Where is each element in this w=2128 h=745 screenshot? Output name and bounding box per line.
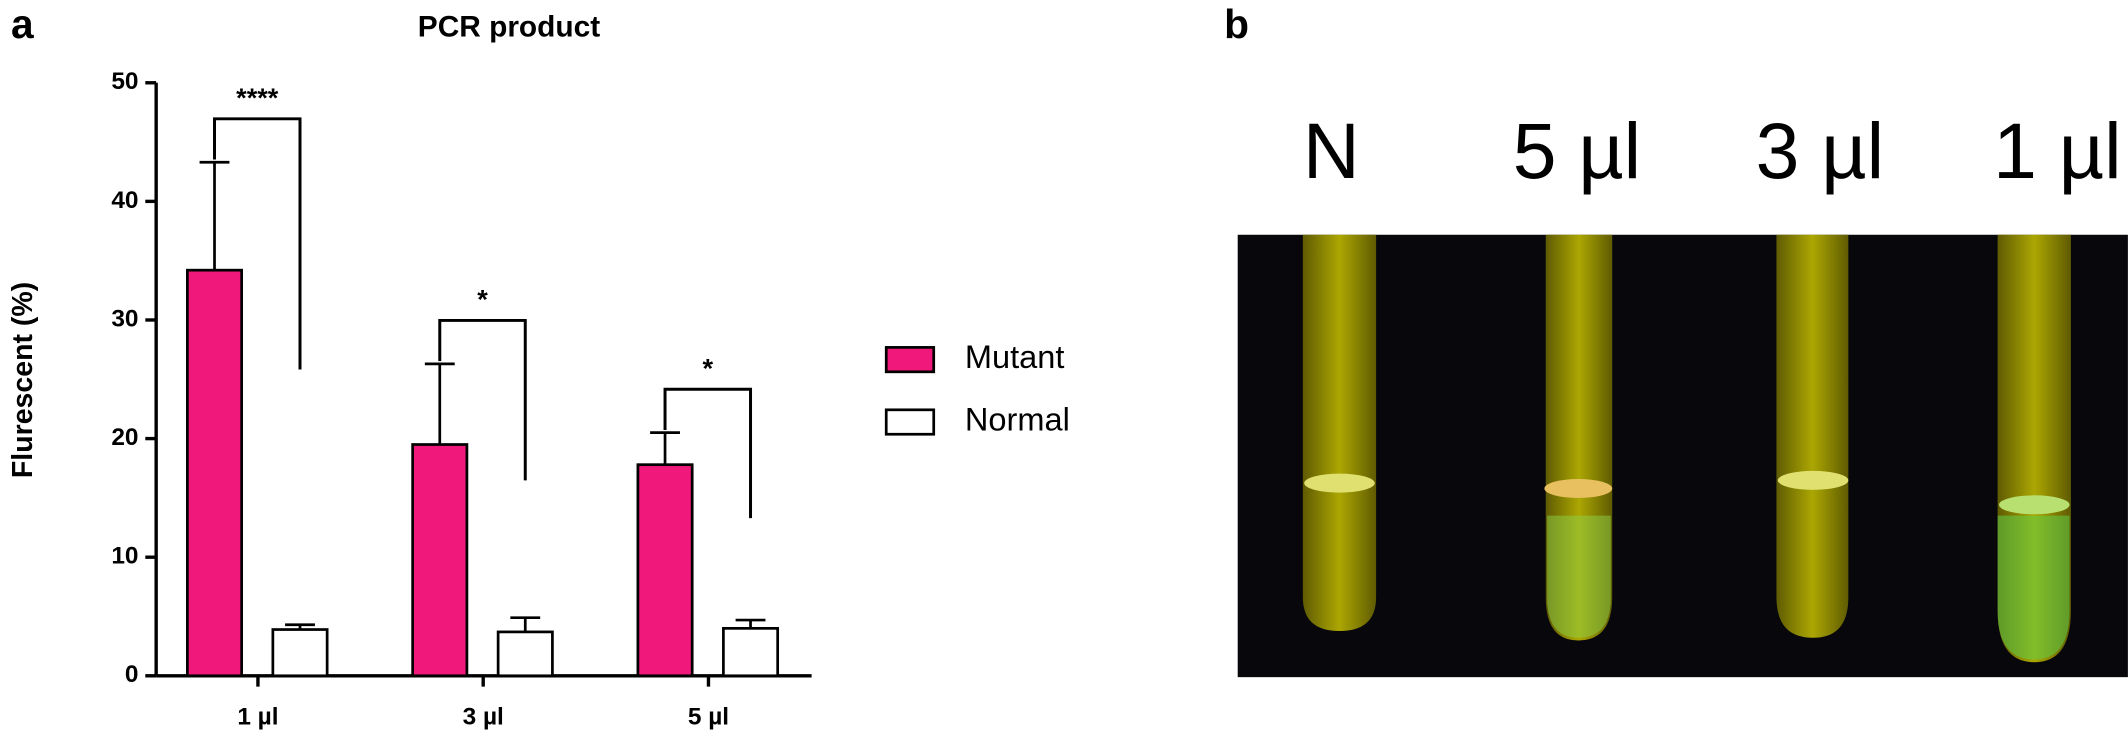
bar: [496, 630, 554, 678]
significance-label: *: [477, 284, 488, 315]
x-tick-label: 3 µl: [463, 703, 504, 730]
y-tick-label: 30: [111, 305, 138, 332]
photo-label: 1 µl: [1993, 107, 2121, 195]
panel-label: a: [11, 1, 34, 47]
bar: [636, 463, 694, 678]
bar: [186, 268, 244, 678]
tube: [1776, 234, 1849, 638]
bar: [271, 628, 329, 678]
photo-label: N: [1303, 107, 1360, 195]
legend-swatch: [884, 408, 936, 436]
significance-label: ****: [236, 82, 279, 113]
panel-label: b: [1224, 1, 1249, 47]
tube: [1302, 234, 1377, 632]
x-tick-label: 1 µl: [237, 703, 278, 730]
y-tick-label: 40: [111, 187, 138, 214]
legend-swatch: [884, 346, 936, 374]
y-tick-label: 20: [111, 424, 138, 451]
photo-label: 5 µl: [1513, 107, 1641, 195]
tubes: [1302, 234, 2071, 663]
chart-title: PCR product: [418, 10, 600, 43]
bar: [722, 626, 780, 678]
photo-label: 3 µl: [1756, 107, 1884, 195]
tube: [1544, 234, 1613, 641]
photo: [1237, 234, 2128, 678]
bar: [411, 443, 469, 678]
legend-label: Normal: [965, 402, 1070, 438]
x-tick-label: 5 µl: [688, 703, 729, 730]
y-axis-label: Flurescent (%): [7, 282, 39, 478]
significance-bracket: [663, 387, 753, 519]
significance-bracket: [438, 318, 527, 481]
significance-bracket: [213, 117, 302, 370]
legend-label: Mutant: [965, 339, 1065, 375]
significance-label: *: [703, 352, 714, 383]
y-tick-label: 10: [111, 543, 138, 570]
tube: [1997, 234, 2071, 663]
y-tick-label: 0: [125, 661, 139, 688]
y-tick-label: 50: [111, 68, 138, 95]
